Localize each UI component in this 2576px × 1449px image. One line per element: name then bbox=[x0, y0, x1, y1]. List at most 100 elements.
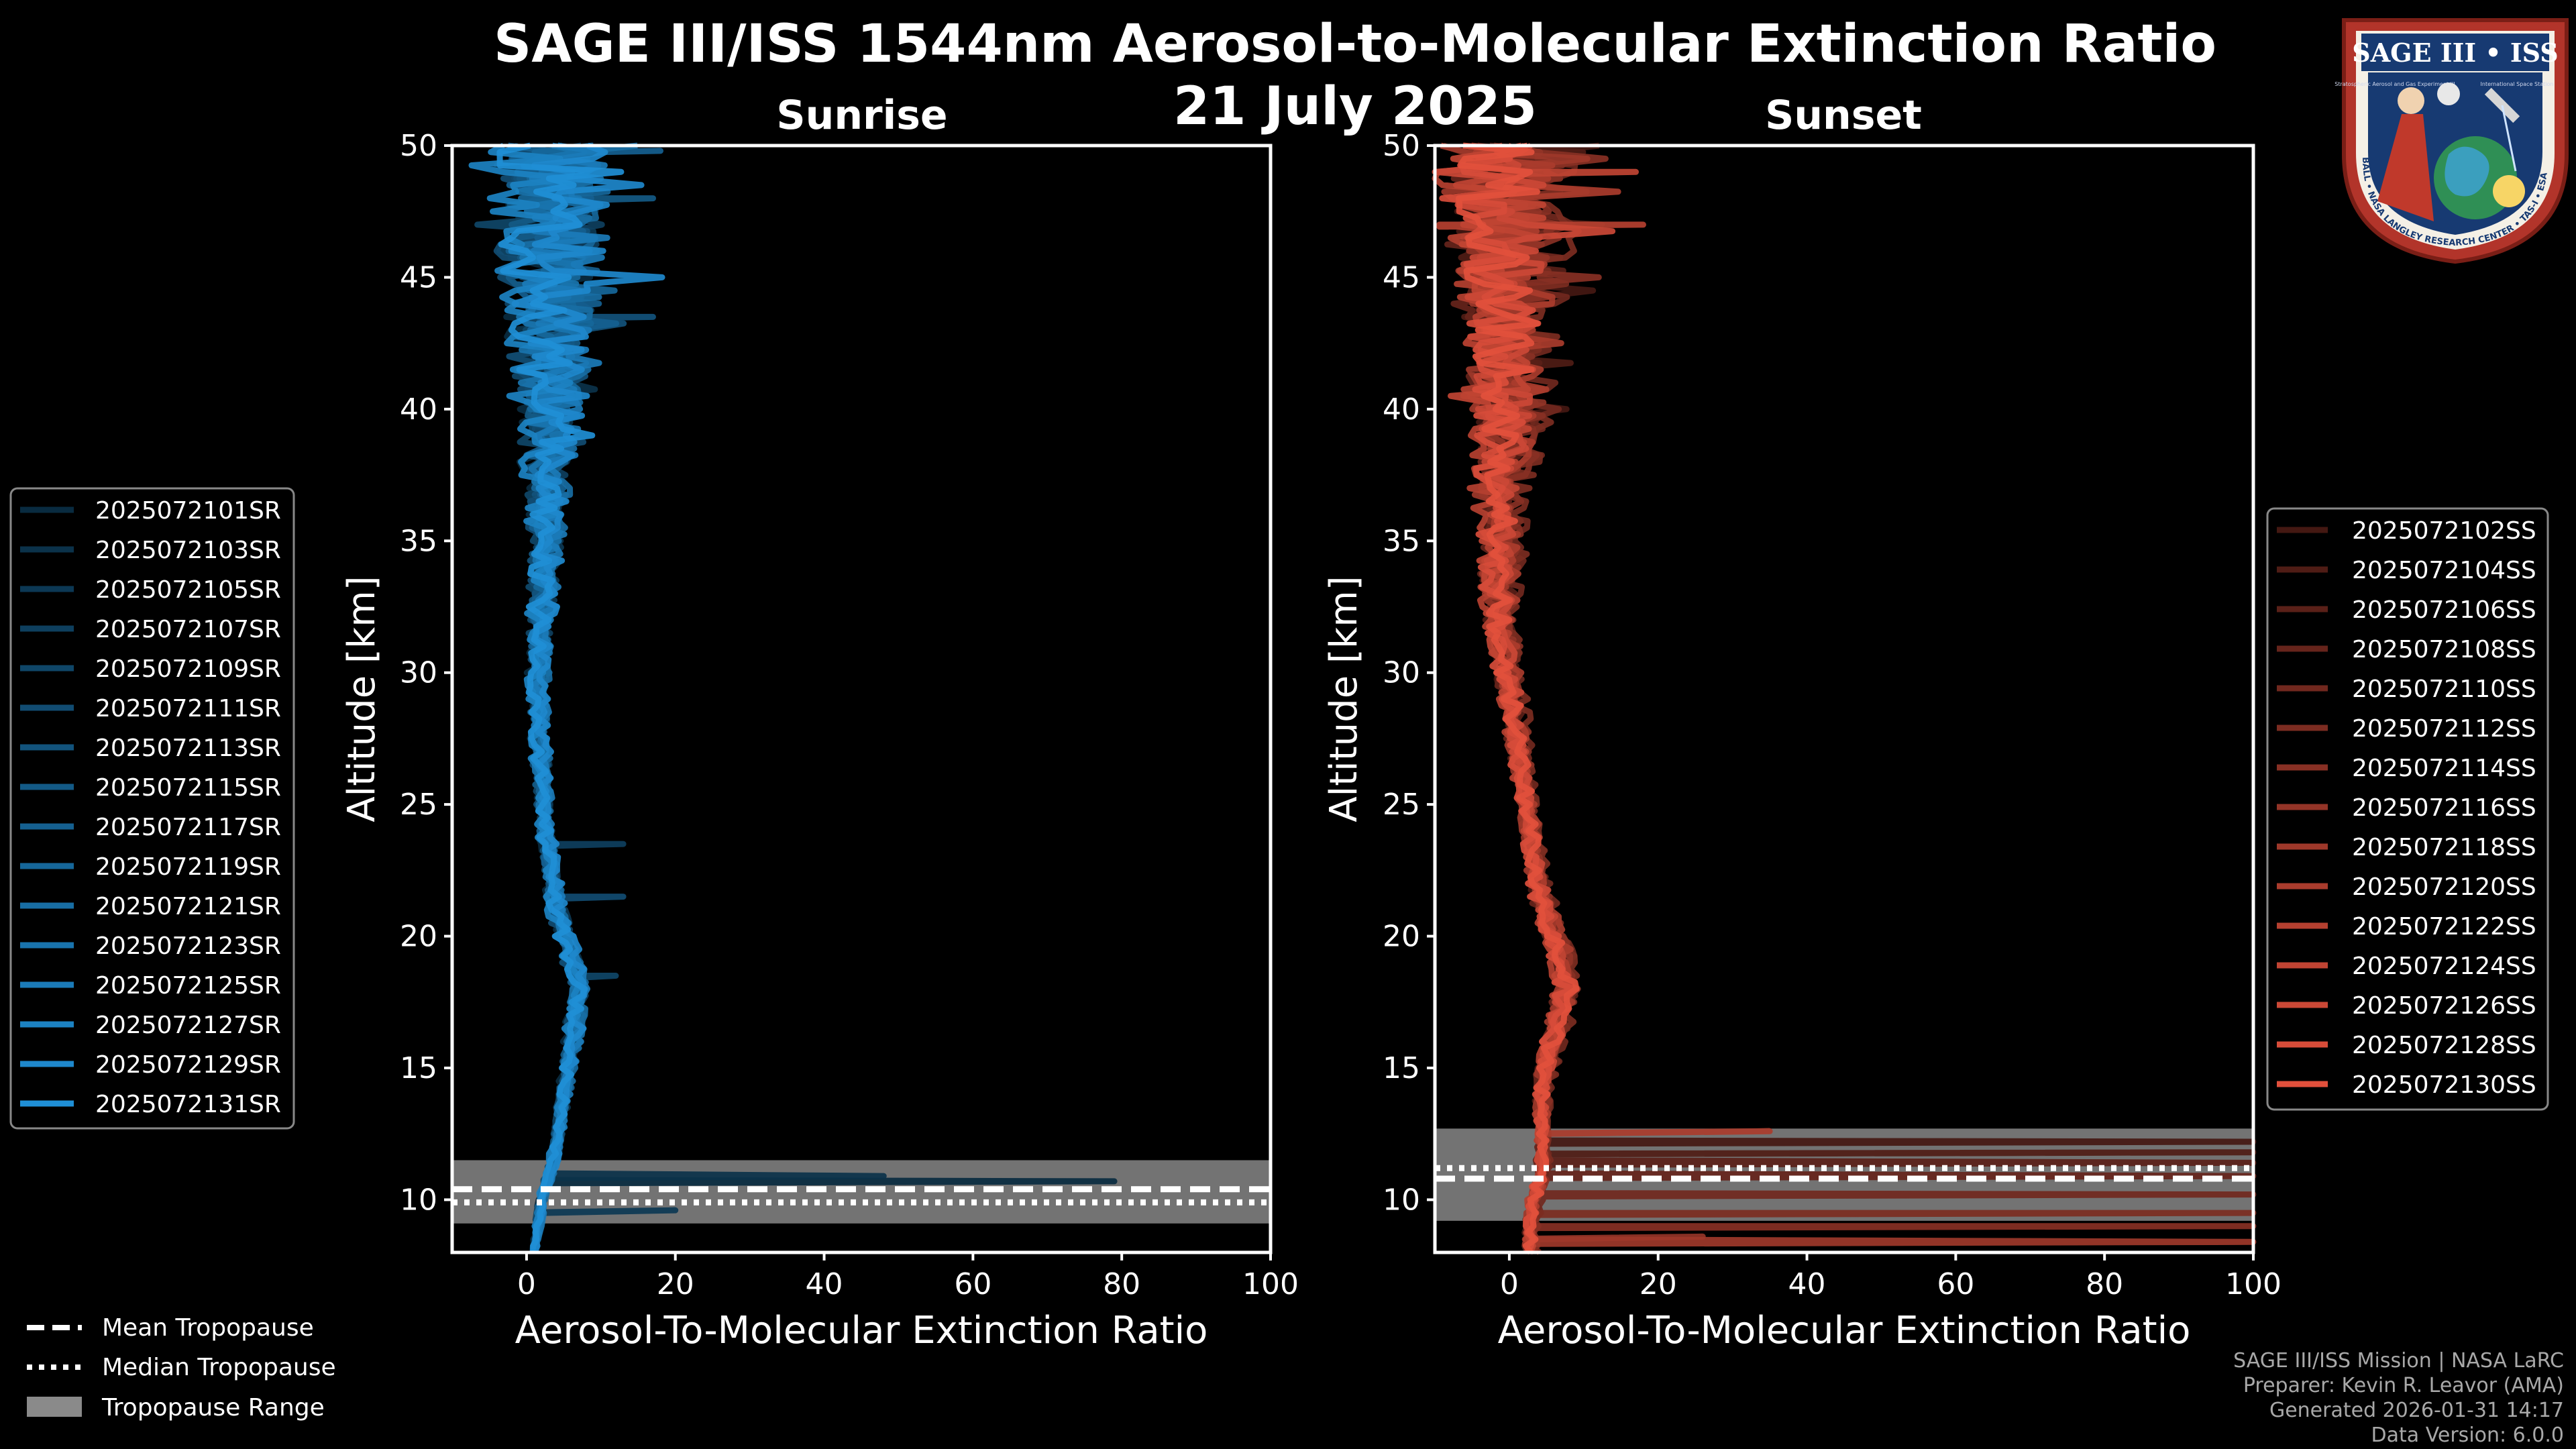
tropopause-legend: Mean Tropopause Median Tropopause Tropop… bbox=[27, 1314, 336, 1421]
sunrise-tropopause-lines bbox=[452, 1186, 1271, 1205]
sunset-legend: 2025072102SS 2025072104SS 2025072106SS 2025… bbox=[2266, 507, 2549, 1111]
sunrise-legend-label: 2025072127SR bbox=[95, 1012, 281, 1039]
sunrise-y-tick-label: 10 bbox=[400, 1183, 437, 1217]
sunset-x-tick-label: 20 bbox=[1640, 1267, 1677, 1301]
sunset-y-ticks: 10 15 20 25 30 35 40 45 50 bbox=[1383, 129, 1435, 1217]
sunrise-legend-label: 2025072113SR bbox=[95, 735, 281, 762]
sunrise-legend-label: 2025072101SR bbox=[95, 497, 281, 525]
logo-beam bbox=[2501, 105, 2517, 172]
sunset-legend-label: 2025072128SS bbox=[2352, 1032, 2536, 1059]
median-tropopause-label: Median Tropopause bbox=[102, 1354, 336, 1381]
sunset-legend-label: 2025072122SS bbox=[2352, 913, 2536, 941]
sunset-profiles bbox=[1432, 142, 2257, 1255]
sunrise-y-tick-label: 15 bbox=[400, 1051, 437, 1085]
credits: SAGE III/ISS Mission | NASA LaRC Prepare… bbox=[2233, 1349, 2564, 1447]
sunrise-legend: 2025072101SR 2025072103SR 2025072105SR 2025… bbox=[9, 487, 295, 1130]
sunrise-legend-label: 2025072119SR bbox=[95, 853, 281, 881]
sunset-legend-label: 2025072126SS bbox=[2352, 992, 2536, 1020]
sunset-y-tick-label: 15 bbox=[1383, 1051, 1420, 1085]
sunrise-legend-label: 2025072105SR bbox=[95, 576, 281, 604]
sunrise-legend-frame bbox=[9, 487, 295, 1130]
sunset-x-ticks: 0 20 40 60 80 100 bbox=[1500, 1252, 2282, 1301]
sunrise-x-tick-label: 0 bbox=[517, 1267, 536, 1301]
sunrise-y-tick-label: 20 bbox=[400, 920, 437, 954]
sunset-y-tick-label: 10 bbox=[1383, 1183, 1420, 1217]
sunset-y-tick-label: 40 bbox=[1383, 392, 1420, 427]
credit-data-version: Data Version: 6.0.0 bbox=[2371, 1424, 2564, 1447]
sunset-legend-label: 2025072130SS bbox=[2352, 1071, 2536, 1099]
sunrise-legend-label: 2025072109SR bbox=[95, 655, 281, 683]
sunset-y-tick-label: 30 bbox=[1383, 656, 1420, 690]
sunset-legend-label: 2025072104SS bbox=[2352, 557, 2536, 584]
sunset-profile-2025072130SS bbox=[1456, 142, 1580, 1254]
sunrise-x-axis-label: Aerosol-To-Molecular Extinction Ratio bbox=[515, 1309, 1208, 1352]
sunset-y-tick-label: 25 bbox=[1383, 788, 1420, 822]
sunrise-legend-label: 2025072131SR bbox=[95, 1091, 281, 1118]
sunrise-panel: Sunrise 0 20 40 60 80 100 101520253035404550 … bbox=[340, 92, 1299, 1352]
mean-tropopause-label: Mean Tropopause bbox=[102, 1314, 314, 1342]
logo-astronomer-head bbox=[2398, 87, 2424, 114]
sunrise-subplot-title: Sunrise bbox=[776, 92, 947, 139]
sunrise-profile-2025072131SR bbox=[496, 142, 625, 1253]
logo-astronomer-robe bbox=[2377, 114, 2434, 221]
sunrise-x-ticks: 0 20 40 60 80 100 bbox=[517, 1252, 1299, 1301]
sunrise-y-ticks: 10 15 20 25 30 35 40 45 50 bbox=[400, 129, 452, 1217]
sunset-legend-label: 2025072108SS bbox=[2352, 636, 2536, 663]
sunrise-legend-label: 2025072115SR bbox=[95, 774, 281, 802]
sunset-legend-label: 2025072124SS bbox=[2352, 953, 2536, 980]
sunrise-y-tick-label: 50 bbox=[400, 129, 437, 163]
sunset-axes-frame bbox=[1433, 144, 2255, 1254]
sunrise-x-tick-label: 100 bbox=[1242, 1267, 1299, 1301]
sunrise-legend-label: 2025072103SR bbox=[95, 537, 281, 564]
sunset-plot-area bbox=[1435, 146, 2253, 1252]
sunset-y-tick-label: 50 bbox=[1383, 129, 1420, 163]
sunrise-legend-label: 2025072125SR bbox=[95, 972, 281, 1000]
sage-iii-iss-mission-logo: SAGE III • ISS Stratospheric Aerosol and… bbox=[2334, 18, 2569, 264]
sunset-x-tick-label: 80 bbox=[2086, 1267, 2123, 1301]
sunset-legend-label: 2025072116SS bbox=[2352, 794, 2536, 822]
credit-mission: SAGE III/ISS Mission | NASA LaRC bbox=[2233, 1349, 2564, 1373]
sunset-tropopause-lines bbox=[1435, 1165, 2253, 1182]
sunset-panel: Sunset 0 20 40 60 80 100 10 15 20 25 30 35 40 45 50 A… bbox=[1322, 92, 2282, 1352]
sunrise-legend-label: 2025072123SR bbox=[95, 932, 281, 960]
sunset-y-tick-label: 35 bbox=[1383, 524, 1420, 558]
sunrise-legend-label: 2025072129SR bbox=[95, 1051, 281, 1079]
sunset-subplot-title: Sunset bbox=[1765, 92, 1922, 139]
figure-date: 21 July 2025 bbox=[1173, 76, 1537, 137]
sunset-legend-label: 2025072118SS bbox=[2352, 834, 2536, 861]
sunset-legend-label: 2025072112SS bbox=[2352, 715, 2536, 743]
sunset-legend-frame bbox=[2266, 507, 2549, 1111]
sunrise-legend-label: 2025072117SR bbox=[95, 814, 281, 841]
logo-sun-icon bbox=[2493, 175, 2525, 207]
sunrise-x-tick-label: 20 bbox=[657, 1267, 694, 1301]
sunset-legend-label: 2025072110SS bbox=[2352, 676, 2536, 703]
sunset-x-axis-label: Aerosol-To-Molecular Extinction Ratio bbox=[1498, 1309, 2191, 1352]
sunrise-legend-label: 2025072107SR bbox=[95, 616, 281, 643]
credit-preparer: Preparer: Kevin R. Leavor (AMA) bbox=[2243, 1374, 2564, 1397]
logo-small-left: Stratospheric Aerosol and Gas Experiment… bbox=[2334, 81, 2455, 87]
sunset-x-tick-label: 0 bbox=[1500, 1267, 1519, 1301]
sunrise-legend-label: 2025072121SR bbox=[95, 893, 281, 920]
sunrise-y-tick-label: 40 bbox=[400, 392, 437, 427]
sunset-x-tick-label: 60 bbox=[1937, 1267, 1974, 1301]
tropopause-range-label: Tropopause Range bbox=[101, 1394, 325, 1421]
sunrise-y-tick-label: 35 bbox=[400, 524, 437, 558]
logo-small-right: International Space Station bbox=[2481, 81, 2554, 87]
sunrise-x-tick-label: 40 bbox=[806, 1267, 843, 1301]
sunrise-axes-frame bbox=[450, 144, 1273, 1254]
logo-banner bbox=[2361, 34, 2549, 71]
sunrise-profile-2025072129SR bbox=[511, 142, 665, 1254]
sunrise-y-tick-label: 30 bbox=[400, 656, 437, 690]
sunrise-x-tick-label: 60 bbox=[954, 1267, 991, 1301]
sunset-legend-label: 2025072120SS bbox=[2352, 873, 2536, 901]
logo-banner-text: SAGE III • ISS bbox=[2352, 38, 2558, 68]
sunset-y-tick-label: 45 bbox=[1383, 260, 1420, 294]
sunset-x-tick-label: 100 bbox=[2225, 1267, 2282, 1301]
sunrise-y-axis-label: Altitude [km] bbox=[340, 576, 384, 822]
sunset-legend-label: 2025072102SS bbox=[2352, 517, 2536, 545]
sunrise-profiles bbox=[468, 142, 1118, 1254]
sunrise-legend-label: 2025072111SR bbox=[95, 695, 281, 722]
figure-title: SAGE III/ISS 1544nm Aerosol-to-Molecular… bbox=[494, 14, 2216, 74]
logo-earth-ocean bbox=[2445, 146, 2489, 197]
